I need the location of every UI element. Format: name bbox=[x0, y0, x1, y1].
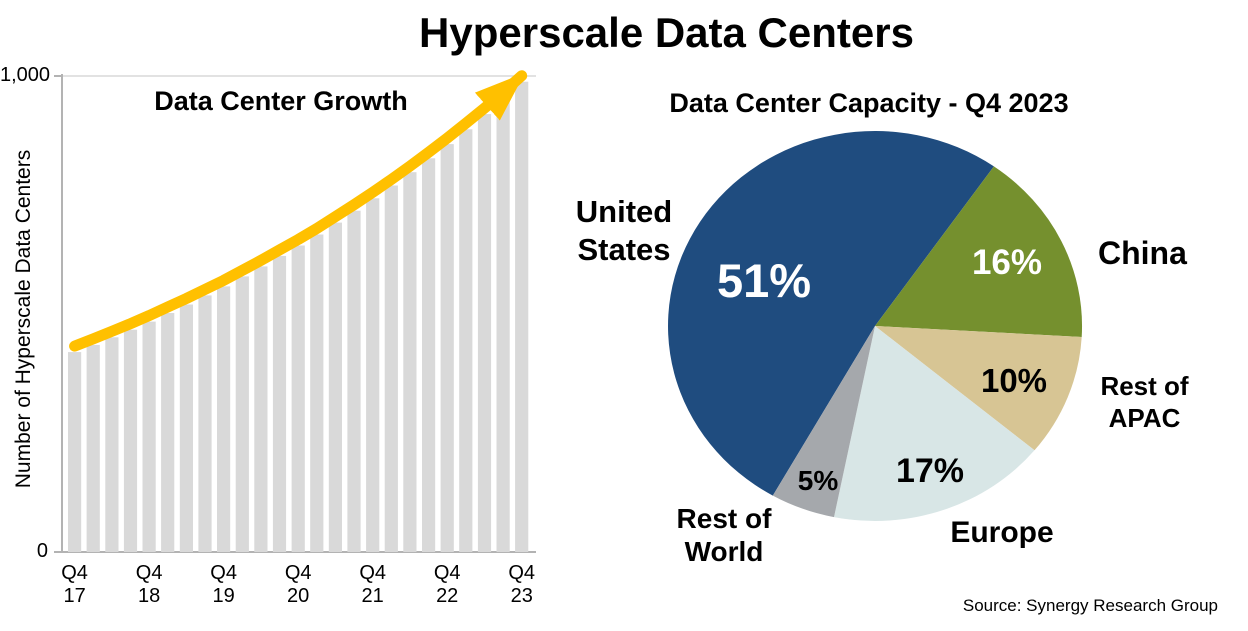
y-tick-label-0: 0 bbox=[36, 540, 48, 562]
bar-chart-title: Data Center Growth bbox=[154, 86, 408, 116]
bar bbox=[68, 352, 82, 552]
pie-label-china: China bbox=[1098, 235, 1187, 271]
bar bbox=[440, 144, 454, 552]
bar bbox=[179, 304, 193, 552]
bar bbox=[291, 245, 305, 552]
bar bbox=[161, 313, 175, 552]
bar bbox=[198, 295, 212, 552]
pie-slice bbox=[772, 326, 875, 518]
bar bbox=[217, 286, 231, 552]
bar bbox=[422, 158, 436, 553]
bar bbox=[142, 321, 156, 552]
bar bbox=[235, 276, 249, 552]
pie-label-rest-of-apac: Rest of APAC bbox=[1100, 371, 1189, 433]
pie-pct-united-states: 51% bbox=[716, 254, 812, 307]
pie-label-europe: Europe bbox=[950, 516, 1054, 549]
bar bbox=[272, 255, 287, 552]
y-tick-label-1000: 1,000 bbox=[0, 64, 51, 86]
x-tick-label: Q4 20 bbox=[284, 562, 312, 607]
bar bbox=[403, 172, 417, 552]
pie-slice bbox=[834, 326, 1035, 521]
x-tick-label: Q4 17 bbox=[61, 562, 88, 607]
pie-chart-title: Data Center Capacity - Q4 2023 bbox=[669, 88, 1069, 118]
bar bbox=[123, 329, 138, 552]
pie-pct-europe: 17% bbox=[895, 452, 965, 490]
bar bbox=[328, 222, 342, 552]
pie-group bbox=[668, 131, 1083, 521]
pie-slice bbox=[875, 326, 1082, 451]
bar bbox=[310, 234, 324, 552]
pie-slice bbox=[875, 166, 1083, 337]
x-tick-label: Q4 22 bbox=[433, 562, 461, 607]
pie-pct-rest-of-world: 5% bbox=[797, 465, 839, 496]
bar bbox=[254, 266, 268, 552]
x-tick-label: Q4 18 bbox=[135, 562, 163, 607]
source-credit: Source: Synergy Research Group bbox=[962, 596, 1218, 615]
page-title: Hyperscale Data Centers bbox=[419, 9, 914, 56]
bars-group bbox=[68, 81, 529, 553]
bar bbox=[477, 114, 492, 552]
bar bbox=[105, 337, 119, 552]
pie-pct-rest-of-apac: 10% bbox=[980, 362, 1048, 399]
growth-trend-arrow-icon bbox=[69, 70, 528, 352]
pie-label-rest-of-world: Rest of World bbox=[676, 503, 772, 567]
bar bbox=[496, 98, 510, 553]
bar bbox=[366, 198, 380, 553]
x-tick-label: Q4 19 bbox=[210, 562, 237, 607]
y-axis-title: Number of Hyperscale Data Centers bbox=[12, 149, 35, 489]
bar bbox=[384, 185, 398, 552]
pie-slice bbox=[668, 131, 994, 496]
x-tick-label: Q4 21 bbox=[359, 562, 387, 607]
x-tick-label: Q4 23 bbox=[508, 562, 536, 607]
bar bbox=[86, 344, 100, 552]
pie-pct-china: 16% bbox=[971, 243, 1043, 282]
bar bbox=[515, 81, 529, 552]
bar bbox=[459, 129, 473, 553]
bar bbox=[347, 210, 361, 552]
pie-label-united-states: United States bbox=[575, 194, 673, 267]
